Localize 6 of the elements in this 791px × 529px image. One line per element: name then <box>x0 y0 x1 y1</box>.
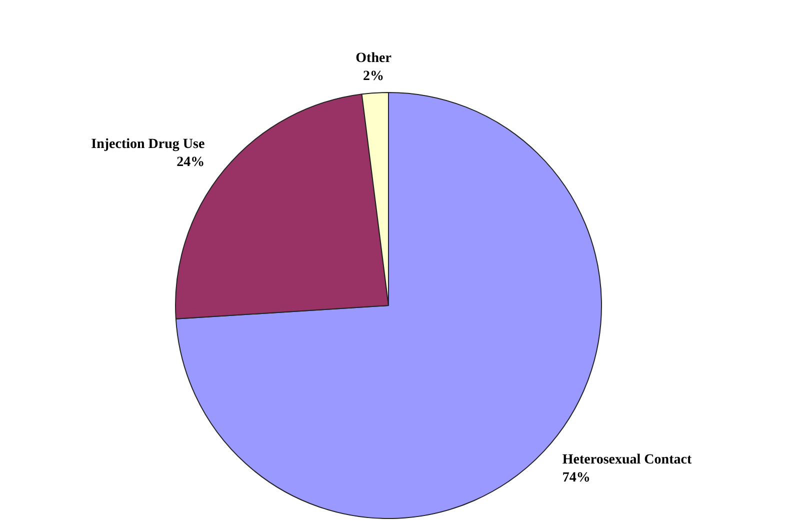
data-label: 74% <box>562 470 590 486</box>
slice-label: Injection Drug Use <box>91 136 205 152</box>
slice-label: Other <box>356 50 392 66</box>
data-label: 2% <box>363 68 384 84</box>
data-label: 24% <box>176 154 205 170</box>
slice-label: Heterosexual Contact <box>562 452 692 468</box>
